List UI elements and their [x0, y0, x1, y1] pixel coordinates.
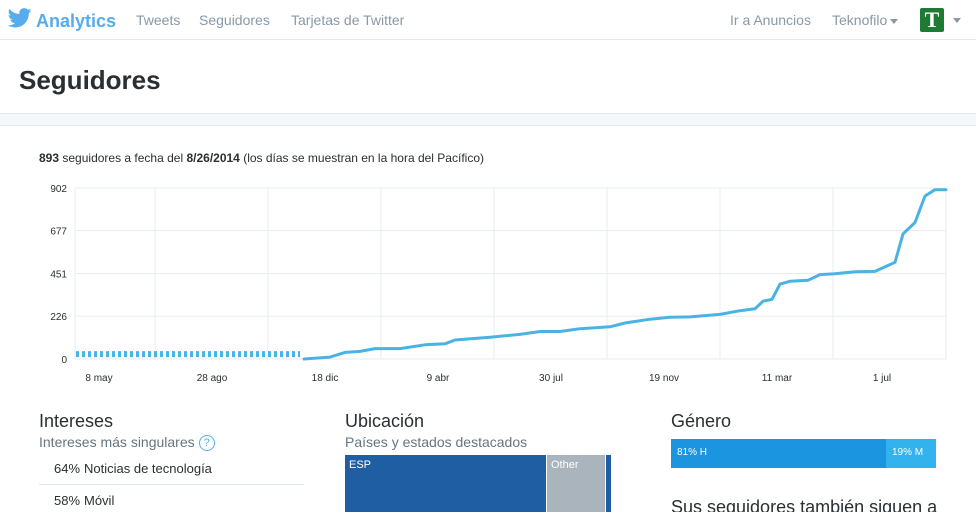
nav-link-tweets[interactable]: Tweets — [136, 12, 181, 28]
x-tick-label: 19 nov — [649, 373, 679, 384]
avatar-letter: T — [924, 8, 940, 32]
twitter-bird-icon — [7, 8, 32, 33]
top-navigation: Analytics Tweets Seguidores Tarjetas de … — [0, 0, 976, 40]
y-tick-label: 0 — [61, 355, 67, 366]
summary-date: 8/26/2014 — [186, 151, 240, 165]
interests-subtitle-text: Intereses más singulares — [39, 434, 195, 450]
y-tick-label: 451 — [50, 270, 67, 281]
location-cell-label: ESP — [349, 459, 372, 471]
page-header: Seguidores — [0, 40, 976, 114]
x-tick-label: 1 jul — [873, 373, 891, 384]
followers-line-chart: 0 226 451 677 902 8 may 28 ago 18 dic 9 abr 30 ju… — [50, 184, 948, 384]
interest-label: Noticias de tecnología — [84, 461, 212, 476]
followers-card: 893 seguidores a fecha del 8/26/2014 (lo… — [0, 125, 976, 512]
gender-title: Género — [671, 411, 732, 431]
nav-link-seguidores[interactable]: Seguidores — [199, 12, 270, 28]
x-tick-label: 28 ago — [197, 373, 228, 384]
brand-text: Analytics — [36, 10, 117, 31]
interests-section: Intereses Intereses más singulares? — [39, 410, 215, 452]
account-menu[interactable]: Teknofilo — [832, 12, 899, 28]
interest-percent: 58% — [54, 493, 81, 508]
followers-summary: 893 seguidores a fecha del 8/26/2014 (lo… — [39, 150, 484, 166]
y-tick-label: 902 — [50, 184, 67, 195]
x-tick-label: 11 mar — [762, 373, 793, 384]
followers-series-line — [302, 188, 948, 361]
list-item: 58% Móvil — [39, 485, 304, 512]
gender-section: Género — [671, 410, 731, 432]
location-subtitle: Países y estados destacados — [345, 434, 528, 450]
gender-bar: 81% H 19% M — [671, 439, 936, 468]
x-tick-label: 8 may — [85, 373, 112, 384]
interests-subtitle: Intereses más singulares? — [39, 433, 215, 452]
follower-count: 893 — [39, 151, 60, 165]
location-cell-other[interactable]: Other — [547, 455, 605, 512]
y-tick-label: 226 — [50, 312, 67, 323]
x-tick-label: 9 abr — [427, 373, 450, 384]
location-treemap: ESP Other — [345, 455, 611, 512]
location-cell-small[interactable] — [606, 455, 611, 512]
summary-text-2: (los días se muestran en la hora del Pac… — [243, 151, 484, 165]
summary-text-1: seguidores a fecha del — [62, 151, 184, 165]
nav-link-tarjetas[interactable]: Tarjetas de Twitter — [291, 12, 405, 28]
page-title: Seguidores — [19, 65, 161, 95]
gender-male-label: 81% H — [677, 447, 708, 458]
help-icon[interactable]: ? — [198, 435, 215, 452]
ads-link[interactable]: Ir a Anuncios — [730, 12, 811, 28]
location-cell-esp[interactable]: ESP — [345, 455, 546, 512]
gender-female-label: 19% M — [892, 447, 924, 458]
avatar[interactable]: T — [920, 8, 944, 32]
list-item: 64% Noticias de tecnología — [39, 453, 304, 485]
location-section: Ubicación Países y estados destacados — [345, 410, 527, 451]
location-cell-label: Other — [551, 459, 579, 471]
x-tick-label: 18 dic — [312, 373, 339, 384]
avatar-chevron-down-icon[interactable] — [953, 18, 961, 23]
interest-label: Móvil — [84, 493, 115, 508]
interest-percent: 64% — [54, 461, 81, 476]
location-title: Ubicación — [345, 411, 425, 431]
gender-female-segment[interactable]: 19% M — [886, 439, 936, 468]
interests-title: Intereses — [39, 411, 114, 431]
x-tick-label: 30 jul — [539, 373, 563, 384]
chevron-down-icon — [890, 18, 899, 24]
also-follow-title: Sus seguidores también siguen a — [671, 497, 938, 512]
gender-male-segment[interactable]: 81% H — [671, 439, 886, 468]
y-tick-label: 677 — [50, 227, 67, 238]
analytics-home-link[interactable]: Analytics — [7, 8, 117, 33]
account-name: Teknofilo — [832, 12, 888, 28]
